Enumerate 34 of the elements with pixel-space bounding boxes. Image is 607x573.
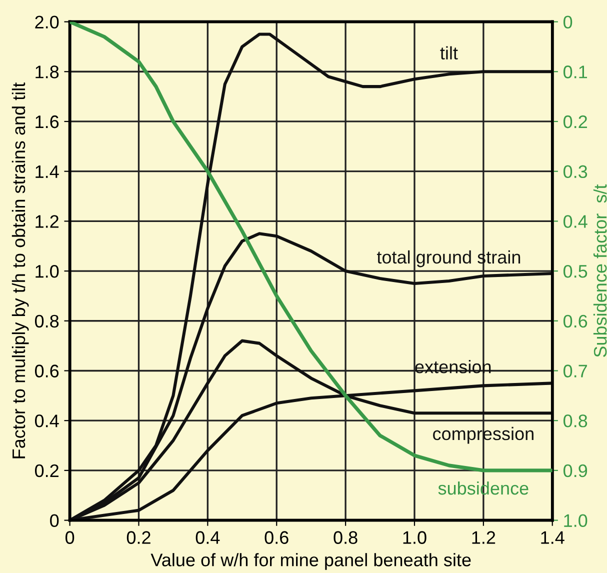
y-tick-label: 0.4 xyxy=(34,414,59,428)
y2-tick-label: 0.5 xyxy=(563,264,588,278)
y2-tick-label: 0.7 xyxy=(563,364,587,378)
y-tick-label: 0.2 xyxy=(34,464,58,478)
y-tick-label: 0.8 xyxy=(34,314,59,328)
y-tick-label: 1.6 xyxy=(36,115,59,128)
y2-tick-label: 0 xyxy=(563,16,572,28)
y2-tick-label: 0.2 xyxy=(563,115,587,128)
y2-tick-label: 0.1 xyxy=(563,66,588,78)
y2-tick-label: 0.6 xyxy=(563,314,588,328)
y-tick-label: 0.6 xyxy=(34,364,59,378)
x-tick-label: 0.4 xyxy=(196,531,220,544)
x-tick-label: 1.2 xyxy=(472,531,496,544)
y-tick-label: 1.4 xyxy=(36,165,59,178)
y-axis-title: Factor to multiply by t/h to obtain strains and tilt xyxy=(12,82,29,458)
y2-axis-title: Subsidence factor s/t xyxy=(593,184,607,358)
x-tick-label: 0.2 xyxy=(126,531,150,544)
y-tick-label: 1.8 xyxy=(36,66,59,78)
y2-tick-label: 0.9 xyxy=(563,464,588,478)
y2-tick-label: 0.8 xyxy=(563,414,588,428)
y-tick-label: 2.0 xyxy=(35,16,59,28)
y2-tick-label: 0.3 xyxy=(563,165,588,178)
x-tick-label: 1.0 xyxy=(403,531,426,544)
y2-tick-label: 0.4 xyxy=(563,215,588,228)
series-label: tilt xyxy=(440,46,458,60)
y-tick-label: 0 xyxy=(50,514,59,528)
x-tick-label: 1.4 xyxy=(541,531,564,544)
x-tick-label: 0.8 xyxy=(334,531,358,544)
x-tick-label: 0.6 xyxy=(264,531,288,544)
x-tick-label: 0 xyxy=(65,531,74,544)
y-tick-label: 1.0 xyxy=(36,264,59,278)
y2-tick-label: 1.0 xyxy=(564,514,588,528)
x-axis-title: Value of w/h for mine panel beneath site xyxy=(150,553,471,570)
y-tick-label: 1.2 xyxy=(36,215,58,228)
